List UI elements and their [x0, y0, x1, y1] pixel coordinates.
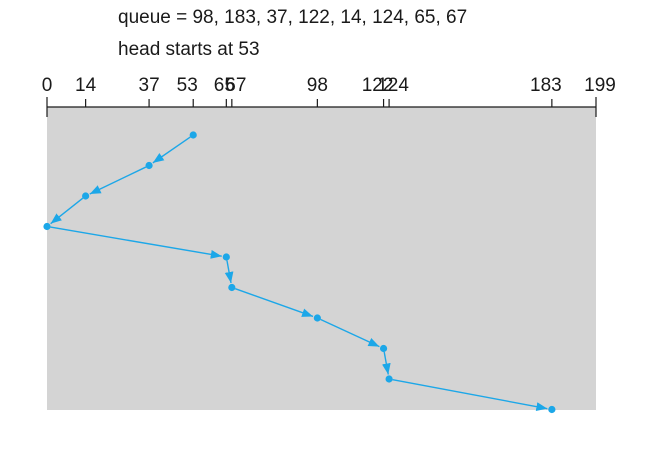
path-segment-122-to-124	[381, 351, 391, 375]
request-points	[43, 131, 556, 414]
tick-label-67: 67	[225, 75, 246, 96]
tick-label-0: 0	[42, 75, 53, 96]
head-movement-path	[50, 136, 548, 411]
request-point-98	[313, 314, 321, 322]
tick-label-65: 65	[214, 75, 235, 96]
request-point-65	[222, 253, 230, 261]
request-point-53	[189, 131, 197, 139]
path-segment-14-to-0	[50, 197, 84, 225]
path-segment-37-to-14	[89, 166, 147, 195]
tick-label-122: 122	[362, 75, 394, 96]
queue-caption: queue = 98, 183, 37, 122, 14, 124, 65, 6…	[118, 7, 468, 28]
path-segment-65-to-67	[224, 260, 234, 284]
tick-label-37: 37	[139, 75, 160, 96]
request-point-67	[228, 283, 236, 292]
tick-label-53: 53	[177, 75, 198, 96]
tick-label-14: 14	[75, 75, 97, 96]
path-segment-124-to-183	[392, 378, 548, 411]
request-point-122	[379, 344, 388, 353]
request-point-0	[43, 222, 51, 231]
request-point-183	[548, 405, 556, 414]
request-point-124	[385, 375, 393, 383]
path-segment-98-to-122	[320, 318, 380, 348]
tick-label-98: 98	[307, 75, 328, 96]
path-segment-53-to-37	[152, 136, 191, 164]
head-start-caption: head starts at 53	[118, 39, 260, 60]
tick-label-183: 183	[530, 75, 562, 96]
request-point-14	[82, 192, 90, 200]
tick-label-199: 199	[584, 75, 616, 96]
path-segment-0-to-65	[50, 226, 222, 259]
path-segment-67-to-98	[234, 288, 314, 318]
tick-label-124: 124	[377, 75, 409, 96]
schedule-panel	[47, 107, 596, 410]
axis-ticks	[46, 97, 597, 117]
request-point-37	[145, 161, 153, 170]
